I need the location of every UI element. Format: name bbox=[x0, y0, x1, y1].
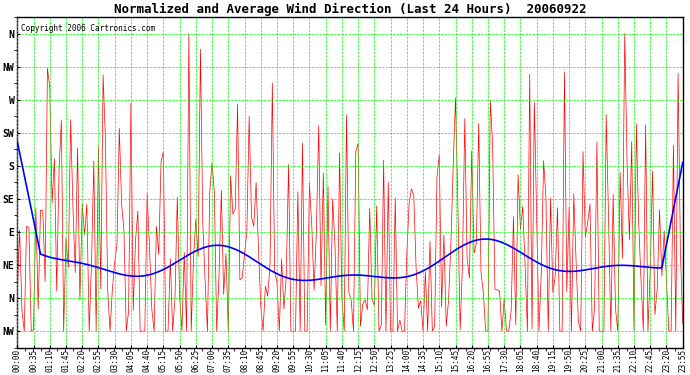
Title: Normalized and Average Wind Direction (Last 24 Hours)  20060922: Normalized and Average Wind Direction (L… bbox=[114, 3, 586, 16]
Text: Copyright 2006 Cartronics.com: Copyright 2006 Cartronics.com bbox=[21, 24, 155, 33]
